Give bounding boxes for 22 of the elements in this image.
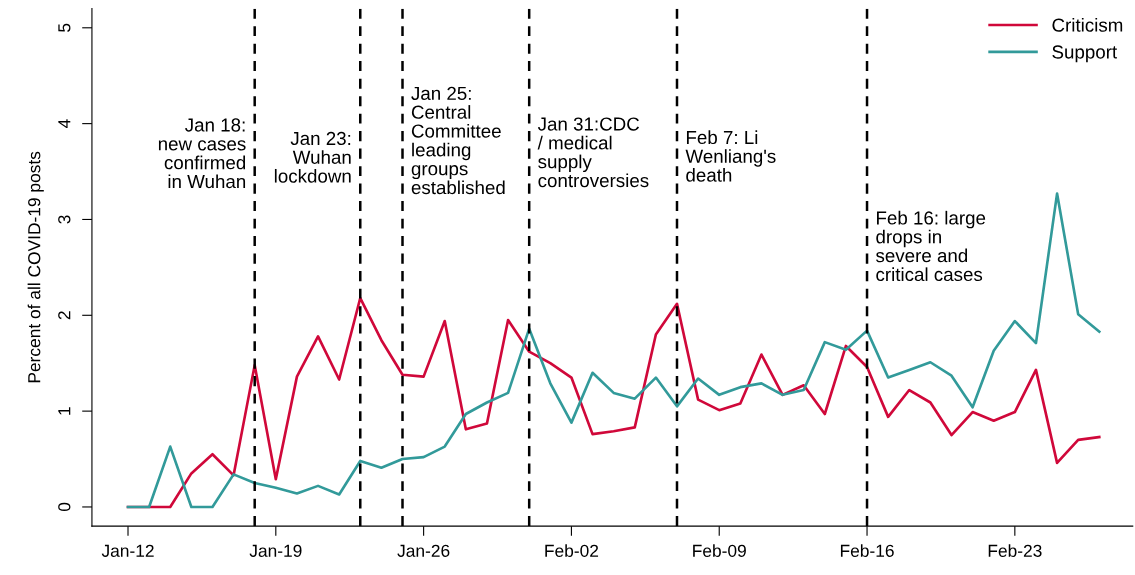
annotation: Jan 31:CDC / medical supply controversies [537,117,649,188]
y-tick-label: 3 [58,215,71,224]
y-tick-label: 2 [58,311,71,320]
annotation: Jan 25: Central Committee leading groups established [411,86,505,195]
y-tick-label: 0 [58,502,71,512]
x-tick-label: Feb-02 [545,544,599,557]
x-tick-label: Feb-23 [988,544,1042,557]
annotation: Feb 7: Li Wenliang's death [685,130,776,182]
x-tick-label: Feb-09 [693,544,746,557]
y-tick-label: 1 [58,407,71,415]
x-tick-label: Jan-12 [101,544,154,557]
annotation: Jan 23: Wuhan lockdown [274,131,351,183]
x-tick-label: Jan-19 [249,544,302,557]
annotation: Feb 16: large drops in severe and critical cases [876,210,986,282]
y-tick-label: 5 [58,23,71,32]
legend-label: Support [1052,45,1118,63]
x-tick-label: Feb-16 [840,544,894,557]
y-tick-label: 4 [58,119,71,129]
y-axis-title: Percent of all COVID-19 posts [27,151,44,383]
annotation: Jan 18: new cases confirmed in Wuhan [158,118,246,189]
x-tick-label: Jan-26 [397,544,450,557]
legend-label: Criticism [1052,18,1123,32]
